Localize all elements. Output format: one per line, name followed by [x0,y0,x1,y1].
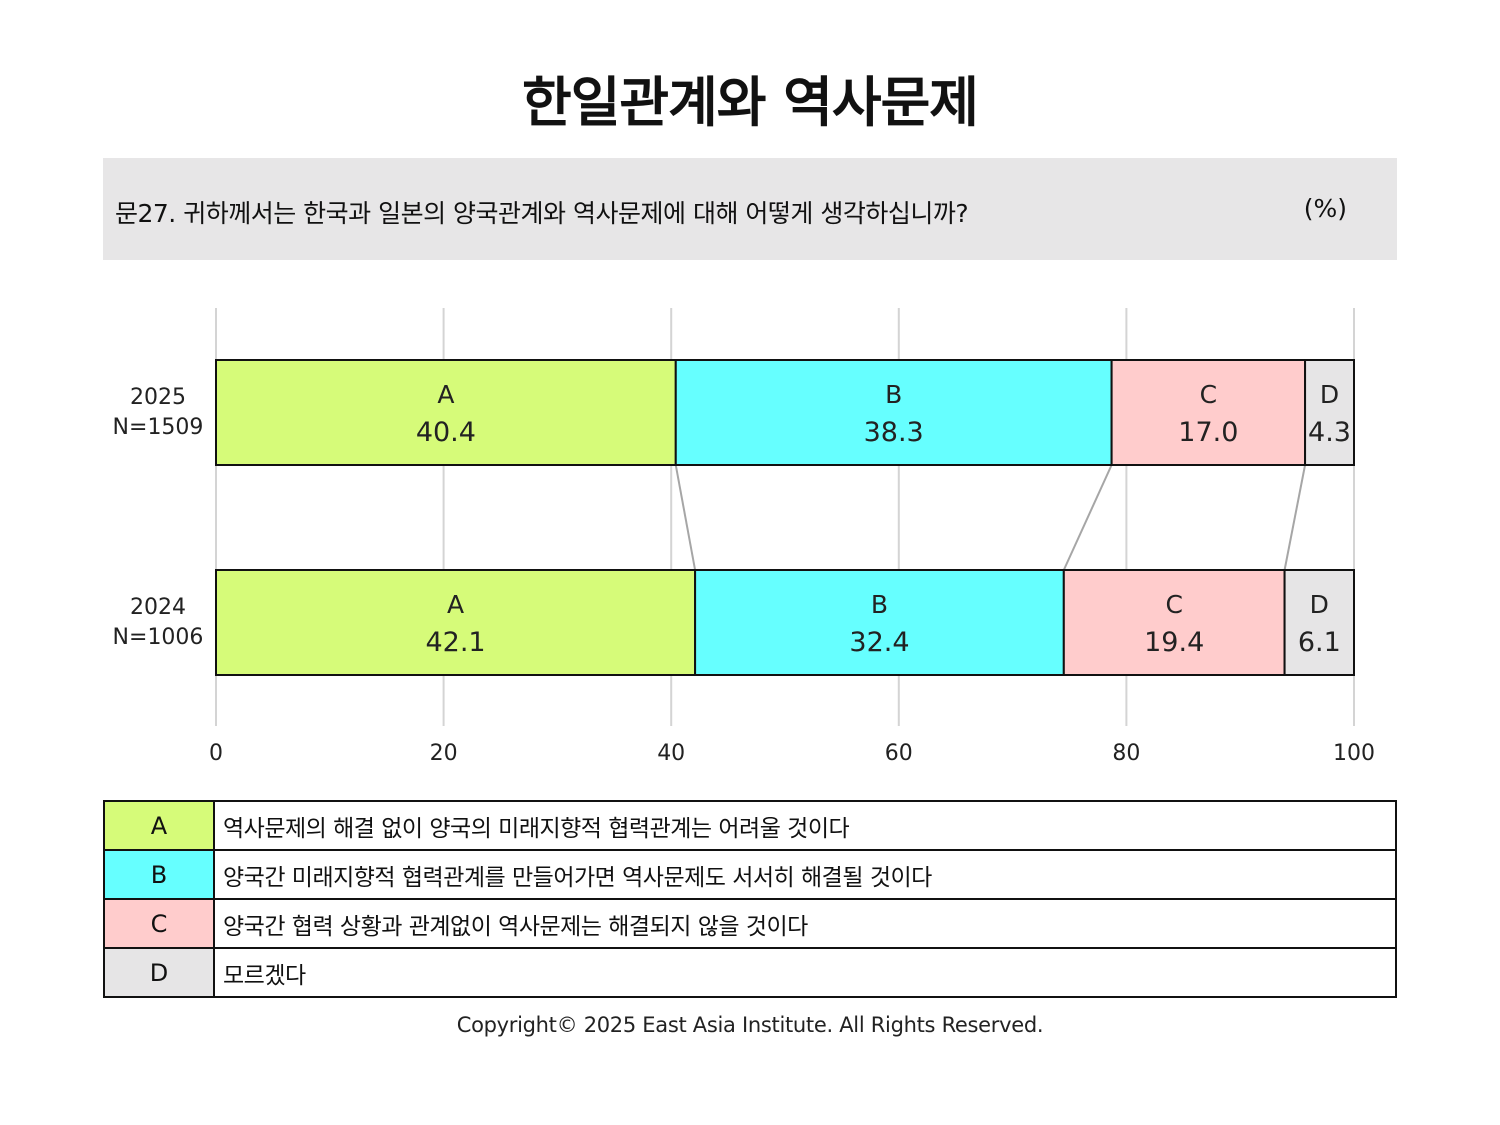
legend-key-b: B [103,849,215,900]
data-label-2024-c: 19.4 [1144,627,1204,658]
bar-2024-c [1062,569,1286,676]
legend-text-a: 역사문제의 해결 없이 양국의 미래지향적 협력관계는 어려울 것이다 [213,800,1397,851]
copyright-text: Copyright© 2025 East Asia Institute. All… [456,1013,1044,1037]
legend-text-b: 양국간 미래지향적 협력관계를 만들어가면 역사문제도 서서히 해결될 것이다 [213,849,1397,900]
connector-line-b [1062,464,1113,571]
legend-text-d: 모르겠다 [213,947,1397,998]
data-label-2024-d: 6.1 [1298,627,1341,658]
bar-key-label-2025-a: A [437,380,454,409]
connector-line-c [1283,464,1307,571]
data-label-2024-b: 32.4 [849,627,909,658]
legend-row-c: C 양국간 협력 상황과 관계없이 역사문제는 해결되지 않을 것이다 [103,898,1397,949]
bar-2024-a [215,569,697,676]
x-tick-label-100: 100 [1333,741,1375,766]
legend-key-c: C [103,898,215,949]
bar-2025-a [215,359,677,466]
bar-key-label-2024-b: B [871,590,888,619]
row-label-year-2025: 2025 [130,385,186,410]
x-tick-label-80: 80 [1112,741,1140,766]
legend-row-b: B 양국간 미래지향적 협력관계를 만들어가면 역사문제도 서서히 해결될 것이… [103,849,1397,900]
row-label-n-2024: N=1006 [113,625,204,650]
row-label-year-2024: 2024 [130,595,186,620]
bar-key-label-2024-a: A [447,590,464,619]
data-label-2024-a: 42.1 [425,627,485,658]
legend-table: A 역사문제의 해결 없이 양국의 미래지향적 협력관계는 어려울 것이다 B … [103,800,1397,998]
legend-row-a: A 역사문제의 해결 없이 양국의 미래지향적 협력관계는 어려울 것이다 [103,800,1397,851]
question-box: 문27. 귀하께서는 한국과 일본의 양국관계와 역사문제에 대해 어떻게 생각… [103,158,1397,260]
data-label-2025-d: 4.3 [1308,417,1351,448]
data-label-2025-b: 38.3 [864,417,924,448]
data-label-2025-a: 40.4 [416,417,476,448]
stacked-bar-chart: 0 20 40 60 80 100 A 40.4 B 38.3 C 17.0 D 4.3 2025 N=150… [113,308,1375,766]
legend-key-a: A [103,800,215,851]
x-tick-label-60: 60 [885,741,913,766]
x-tick-label-0: 0 [209,741,223,766]
bar-2024-b [694,569,1065,676]
unit-label: (%) [1303,194,1347,223]
bar-key-label-2024-d: D [1310,590,1329,619]
connector-line-a [674,464,697,571]
legend-row-d: D 모르겠다 [103,947,1397,998]
bar-2025-d [1304,359,1356,466]
question-text: 문27. 귀하께서는 한국과 일본의 양국관계와 역사문제에 대해 어떻게 생각… [115,199,969,228]
bar-2025-c [1110,359,1307,466]
bar-2025-b [674,359,1113,466]
bar-2024-d [1283,569,1356,676]
bar-key-label-2025-d: D [1320,380,1339,409]
bar-key-label-2024-c: C [1165,590,1182,619]
bar-key-label-2025-b: B [885,380,902,409]
legend-key-d: D [103,947,215,998]
row-label-n-2025: N=1509 [113,415,204,440]
bar-key-label-2025-c: C [1200,380,1217,409]
data-label-2025-c: 17.0 [1178,417,1238,448]
legend-text-c: 양국간 협력 상황과 관계없이 역사문제는 해결되지 않을 것이다 [213,898,1397,949]
chart-title: 한일관계와 역사문제 [522,71,979,134]
x-tick-label-40: 40 [657,741,685,766]
x-tick-label-20: 20 [430,741,458,766]
